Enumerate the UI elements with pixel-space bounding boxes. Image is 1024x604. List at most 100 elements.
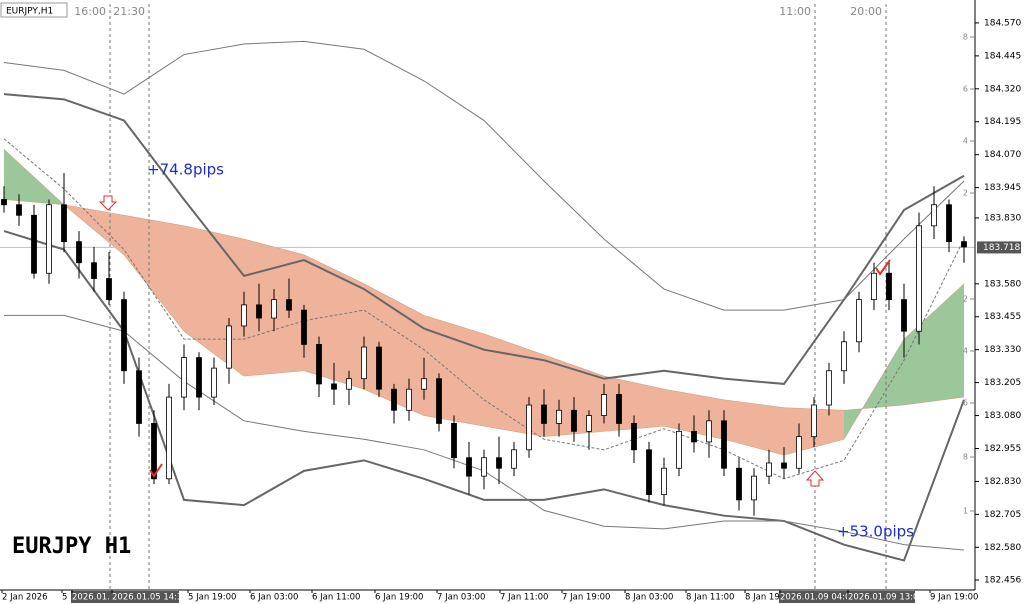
- candle-body: [901, 299, 907, 332]
- candle-body: [1, 199, 7, 206]
- time-marker-label: 11:00: [779, 5, 811, 18]
- candle-body: [16, 204, 22, 216]
- time-label-highlight: [847, 591, 915, 603]
- y-tick-label: 184.320: [984, 84, 1021, 94]
- cloud-segment: [124, 215, 184, 332]
- time-label: 2 Jan 2026: [2, 593, 48, 603]
- time-label-highlight: [71, 591, 111, 603]
- y-tick-label: 183.080: [984, 411, 1021, 421]
- candle-body: [736, 467, 742, 501]
- candle-body: [76, 241, 82, 264]
- candle-body: [46, 204, 52, 274]
- candle-body: [481, 457, 487, 477]
- candle-body: [466, 457, 472, 477]
- y-tick-label: 182.580: [984, 543, 1021, 553]
- candle-body: [421, 378, 427, 390]
- candle-body: [871, 272, 877, 301]
- time-marker-label: 16:00: [74, 5, 106, 18]
- candle-body: [556, 409, 562, 424]
- candle-body: [61, 204, 67, 243]
- watermark: EURJPY H1: [12, 534, 131, 559]
- time-label: 2026.01.09 13:00: [848, 593, 924, 603]
- candle-body: [406, 388, 412, 411]
- annotation: +74.8pips: [147, 161, 224, 179]
- candle-body: [211, 367, 217, 398]
- candle-body: [646, 449, 652, 496]
- candle-body: [151, 423, 157, 480]
- current-price-box: [977, 241, 1021, 254]
- time-label: 6 Jan 11:00: [312, 593, 360, 603]
- annotation: +53.0pips: [837, 523, 914, 541]
- candle-body: [751, 475, 757, 501]
- cloud-span: [3, 199, 965, 411]
- signal-check: [875, 259, 891, 276]
- candle-body: [361, 346, 367, 380]
- sell-arrow: [98, 195, 118, 211]
- candle-body: [781, 462, 787, 469]
- candle-body: [526, 404, 532, 451]
- candle-body: [346, 378, 352, 390]
- time-label: 7 Jan 11:00: [500, 593, 548, 603]
- band-line: [3, 40, 965, 311]
- y-tick-label: 182.456: [984, 575, 1021, 585]
- candle-body: [616, 394, 622, 424]
- candle-body: [571, 409, 577, 432]
- buy-arrow: [805, 470, 825, 487]
- candle-body: [91, 262, 97, 279]
- candle-body: [121, 299, 127, 372]
- candle-body: [661, 467, 667, 496]
- time-label: 7 Jan 03:00: [437, 593, 485, 603]
- candle-body: [856, 299, 862, 343]
- sub-scale-label: 2: [963, 295, 968, 304]
- candle-body: [301, 309, 307, 345]
- time-label-highlight: [111, 591, 179, 603]
- current-price-label: 183.718: [983, 243, 1020, 253]
- candle-body: [676, 430, 682, 469]
- symbol-label: EURJPY,H1: [6, 7, 53, 17]
- candle-body: [916, 225, 922, 332]
- candle-body: [931, 204, 937, 227]
- candle-body: [541, 404, 547, 424]
- candle-body: [601, 394, 607, 416]
- y-tick-label: 183.455: [984, 312, 1021, 322]
- sub-scale-label: 2: [963, 189, 968, 198]
- time-label: 6 Jan 03:00: [250, 593, 298, 603]
- candle-body: [766, 462, 772, 477]
- sub-scale-label: 4: [963, 137, 968, 146]
- candle-body: [316, 344, 322, 385]
- sub-scale-label: 6: [963, 85, 968, 94]
- y-tick-label: 182.955: [984, 444, 1021, 454]
- candle-body: [886, 272, 892, 301]
- candle-body: [811, 404, 817, 438]
- band-line: [3, 93, 965, 385]
- candle-body: [451, 423, 457, 459]
- candle-body: [31, 214, 37, 274]
- candle-body: [436, 378, 442, 424]
- time-label: 2026.01.09 04:00: [780, 593, 856, 603]
- y-tick-label: 183.205: [984, 378, 1021, 388]
- y-tick-label: 183.945: [984, 183, 1021, 193]
- candle-body: [706, 420, 712, 443]
- sub-scale-label: 8: [963, 453, 968, 462]
- sub-scale-label: 1: [963, 507, 968, 516]
- candle-body: [961, 241, 967, 248]
- symbol-box[interactable]: [0, 2, 68, 18]
- candle-body: [796, 436, 802, 469]
- y-tick-label: 182.705: [984, 510, 1021, 520]
- candle-body: [166, 396, 172, 480]
- band-line: [3, 138, 965, 480]
- candle-body: [631, 423, 637, 451]
- candle-body: [946, 204, 952, 243]
- y-tick-label: 182.830: [984, 477, 1021, 487]
- time-marker-label: 21:30: [113, 5, 145, 18]
- candle-body: [376, 346, 382, 390]
- cloud-span: [3, 149, 965, 456]
- candle-body: [106, 278, 112, 301]
- candle-body: [286, 299, 292, 311]
- candle-body: [496, 457, 502, 469]
- time-label: 7 Jan 19:00: [562, 593, 610, 603]
- y-tick-label: 183.830: [984, 213, 1021, 223]
- time-label: 8 Jan 03:00: [625, 593, 673, 603]
- candle-body: [826, 370, 832, 406]
- candle-body: [511, 449, 517, 469]
